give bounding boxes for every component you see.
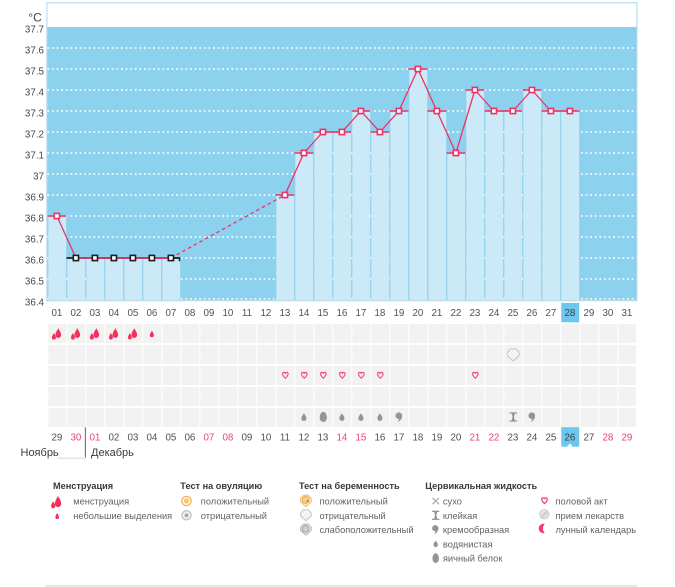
svg-text:Декабрь: Декабрь — [91, 447, 134, 459]
svg-text:отрицательный: отрицательный — [320, 511, 386, 521]
svg-text:15: 15 — [355, 432, 366, 443]
svg-text:36.7: 36.7 — [25, 235, 44, 246]
svg-text:28: 28 — [602, 432, 613, 443]
svg-text:28: 28 — [564, 308, 575, 319]
svg-text:18: 18 — [412, 432, 423, 443]
svg-text:26: 26 — [564, 432, 575, 443]
svg-text:17: 17 — [393, 432, 404, 443]
svg-text:19: 19 — [393, 308, 404, 319]
svg-text:Тест на беременность: Тест на беременность — [299, 481, 400, 491]
svg-text:37.4: 37.4 — [25, 88, 45, 99]
svg-text:Ноябрь: Ноябрь — [21, 447, 59, 459]
svg-text:01: 01 — [51, 308, 62, 319]
svg-text:21: 21 — [431, 308, 442, 319]
svg-text:положительный: положительный — [320, 497, 388, 507]
svg-text:31: 31 — [621, 308, 632, 319]
svg-text:11: 11 — [280, 432, 290, 443]
svg-text:Менструация: Менструация — [53, 481, 113, 491]
svg-text:24: 24 — [488, 308, 499, 319]
svg-text:20: 20 — [412, 308, 423, 319]
svg-text:кремообразная: кремообразная — [443, 525, 509, 535]
svg-text:04: 04 — [146, 432, 157, 443]
svg-text:10: 10 — [260, 432, 271, 443]
svg-text:27: 27 — [583, 432, 594, 443]
svg-text:30: 30 — [602, 308, 613, 319]
svg-text:29: 29 — [51, 432, 62, 443]
svg-text:37.2: 37.2 — [25, 130, 44, 141]
svg-text:04: 04 — [108, 308, 119, 319]
svg-text:37.1: 37.1 — [25, 151, 44, 162]
svg-text:небольшие выделения: небольшие выделения — [73, 511, 172, 521]
svg-text:14: 14 — [298, 308, 309, 319]
svg-text:11: 11 — [242, 308, 252, 319]
svg-text:06: 06 — [184, 432, 195, 443]
svg-text:08: 08 — [222, 432, 233, 443]
svg-text:°C: °C — [28, 11, 42, 25]
svg-text:13: 13 — [317, 432, 328, 443]
svg-text:Цервикальная жидкость: Цервикальная жидкость — [425, 481, 537, 491]
svg-text:14: 14 — [336, 432, 347, 443]
svg-text:лунный календарь: лунный календарь — [556, 525, 637, 535]
svg-text:06: 06 — [146, 308, 157, 319]
svg-text:36.5: 36.5 — [25, 277, 45, 288]
svg-text:16: 16 — [336, 308, 347, 319]
svg-text:37.3: 37.3 — [25, 109, 45, 120]
svg-text:36.9: 36.9 — [25, 193, 44, 204]
svg-text:13: 13 — [279, 308, 290, 319]
svg-text:36.8: 36.8 — [25, 214, 45, 225]
svg-text:менструация: менструация — [73, 497, 129, 507]
svg-text:19: 19 — [431, 432, 442, 443]
svg-text:02: 02 — [108, 432, 119, 443]
svg-text:18: 18 — [374, 308, 385, 319]
svg-text:20: 20 — [450, 432, 461, 443]
svg-text:прием лекарств: прием лекарств — [556, 511, 625, 521]
svg-text:положительный: положительный — [201, 497, 269, 507]
svg-text:15: 15 — [317, 308, 328, 319]
svg-text:09: 09 — [241, 432, 252, 443]
svg-text:22: 22 — [450, 308, 461, 319]
svg-text:клейкая: клейкая — [443, 511, 477, 521]
svg-text:слабоположительный: слабоположительный — [320, 525, 414, 535]
svg-text:03: 03 — [89, 308, 100, 319]
svg-text:водянистая: водянистая — [443, 539, 493, 549]
svg-text:37.6: 37.6 — [25, 46, 45, 57]
svg-text:Тест на овуляцию: Тест на овуляцию — [180, 481, 262, 491]
svg-text:37.7: 37.7 — [25, 25, 44, 36]
svg-text:37: 37 — [33, 172, 44, 183]
svg-text:23: 23 — [507, 432, 518, 443]
svg-text:яичный белок: яичный белок — [443, 554, 503, 564]
svg-text:16: 16 — [374, 432, 385, 443]
svg-text:29: 29 — [583, 308, 594, 319]
svg-text:07: 07 — [203, 432, 214, 443]
svg-text:07: 07 — [165, 308, 176, 319]
svg-text:22: 22 — [488, 432, 499, 443]
svg-text:01: 01 — [89, 432, 100, 443]
svg-text:21: 21 — [469, 432, 480, 443]
svg-text:12: 12 — [260, 308, 271, 319]
svg-text:12: 12 — [298, 432, 309, 443]
svg-text:25: 25 — [507, 308, 518, 319]
svg-text:26: 26 — [526, 308, 537, 319]
svg-text:29: 29 — [621, 432, 632, 443]
svg-text:24: 24 — [526, 432, 537, 443]
svg-text:02: 02 — [70, 308, 81, 319]
svg-text:05: 05 — [165, 432, 176, 443]
svg-text:05: 05 — [127, 308, 138, 319]
svg-text:сухо: сухо — [443, 497, 462, 507]
svg-text:17: 17 — [355, 308, 366, 319]
svg-text:25: 25 — [545, 432, 556, 443]
svg-text:08: 08 — [184, 308, 195, 319]
svg-text:27: 27 — [545, 308, 556, 319]
svg-text:36.6: 36.6 — [25, 256, 45, 267]
svg-text:03: 03 — [127, 432, 138, 443]
svg-text:36.4: 36.4 — [25, 298, 45, 309]
svg-text:37.5: 37.5 — [25, 67, 45, 78]
svg-text:10: 10 — [222, 308, 233, 319]
svg-text:30: 30 — [70, 432, 81, 443]
svg-text:09: 09 — [203, 308, 214, 319]
svg-text:23: 23 — [469, 308, 480, 319]
svg-text:половой акт: половой акт — [556, 497, 609, 507]
svg-text:отрицательный: отрицательный — [201, 511, 267, 521]
